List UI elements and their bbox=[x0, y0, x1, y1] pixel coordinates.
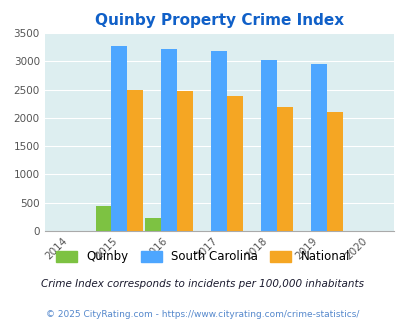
Bar bbox=[145, 218, 161, 231]
Bar bbox=[310, 64, 326, 231]
Bar bbox=[326, 112, 342, 231]
Bar bbox=[127, 90, 143, 231]
Text: © 2025 CityRating.com - https://www.cityrating.com/crime-statistics/: © 2025 CityRating.com - https://www.city… bbox=[46, 310, 359, 319]
Legend: Quinby, South Carolina, National: Quinby, South Carolina, National bbox=[52, 247, 353, 267]
Title: Quinby Property Crime Index: Quinby Property Crime Index bbox=[94, 13, 343, 28]
Bar bbox=[260, 60, 277, 231]
Bar bbox=[161, 49, 177, 231]
Bar bbox=[211, 51, 227, 231]
Text: Crime Index corresponds to incidents per 100,000 inhabitants: Crime Index corresponds to incidents per… bbox=[41, 279, 364, 289]
Bar bbox=[277, 107, 292, 231]
Bar bbox=[95, 206, 111, 231]
Bar bbox=[227, 96, 243, 231]
Bar bbox=[177, 91, 193, 231]
Bar bbox=[111, 46, 127, 231]
